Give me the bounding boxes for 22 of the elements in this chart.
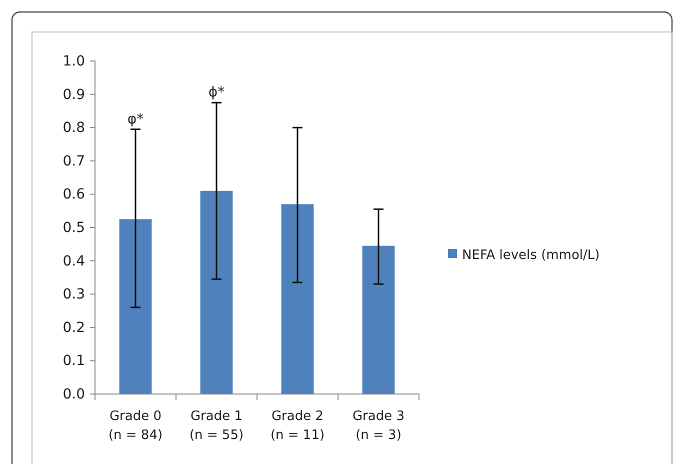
y-tick-label: 0.5 [62,220,85,236]
y-tick-label: 0.8 [62,120,85,136]
y-tick-label: 0.6 [62,186,86,203]
y-tick-label: 0.1 [62,353,85,370]
y-tick-label: 0.9 [62,86,85,103]
y-tick-label: 0.7 [62,153,85,170]
x-tick-label: Grade 2 (n = 11) [270,409,325,443]
bar [119,219,152,394]
y-tick-label: 0.3 [62,286,85,303]
x-tick-label: Grade 0 (n = 84) [108,409,163,443]
bar [362,246,395,394]
y-tick-label: 0.4 [62,253,86,270]
annotation: φ* [127,111,144,128]
bar [281,204,314,394]
y-tick-label: 1.0 [62,53,85,70]
y-tick-label: 0.0 [62,386,85,402]
legend-label: NEFA levels (mmol/L) [462,248,600,263]
x-tick-label: Grade 1 (n = 55) [189,409,244,443]
x-tick-label: Grade 3 (n = 3) [352,409,405,443]
annotation: ϕ* [208,84,225,101]
bar [200,190,233,394]
y-tick-label: 0.2 [62,320,85,336]
